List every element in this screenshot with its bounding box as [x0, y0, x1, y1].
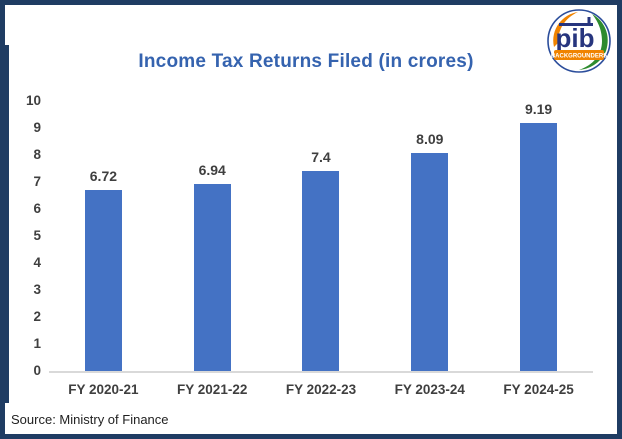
x-axis-label: FY 2023-24 [394, 382, 465, 397]
bar [302, 171, 340, 371]
plot-wrap: 6.72 6.94 7.4 8.09 9.19 FY 2020-21 FY 2021-22… [49, 101, 593, 397]
y-axis-tick-label: 5 [33, 228, 41, 243]
bar-value-label: 8.09 [416, 130, 444, 147]
y-axis-tick-label: 3 [33, 282, 41, 297]
x-axis-label: FY 2021-22 [177, 382, 248, 397]
y-axis-tick-label: 8 [33, 147, 41, 162]
plot-area: 6.72 6.94 7.4 8.09 9.19 [49, 101, 593, 373]
pib-backgrounders-logo: pib BACKGROUNDERS [545, 7, 613, 75]
x-axis-label: FY 2022-23 [285, 382, 357, 397]
bar [84, 189, 122, 371]
bar [411, 152, 449, 371]
x-axis-label: FY 2024-25 [503, 382, 574, 397]
x-axis-label: FY 2020-21 [68, 382, 139, 397]
bar [193, 183, 231, 371]
bar-column: 9.19 [484, 101, 593, 371]
pib-logo-banner-text: BACKGROUNDERS [551, 54, 607, 60]
y-axis-tick-label: 1 [33, 336, 41, 351]
y-axis-tick-label: 10 [25, 93, 41, 108]
y-axis-tick-label: 9 [33, 120, 41, 135]
y-axis-tick-label: 2 [33, 309, 41, 324]
bar-value-label: 7.4 [311, 149, 331, 166]
y-axis-tick-label: 6 [33, 201, 41, 216]
bar [520, 122, 558, 371]
bar-column: 8.09 [375, 131, 484, 371]
bar-value-label: 9.19 [524, 100, 553, 117]
bar-value-label: 6.72 [89, 167, 118, 184]
bar-value-label: 6.94 [198, 161, 226, 178]
y-axis: 0 1 2 3 4 5 6 7 8 9 10 [11, 93, 49, 378]
bar-column: 6.94 [158, 162, 267, 371]
pib-logo-text: pib [556, 23, 595, 53]
left-border-strip [5, 45, 9, 403]
bar-column: 7.4 [267, 149, 376, 371]
chart-body: 0 1 2 3 4 5 6 7 8 9 10 6.72 6.94 7.4 8.09 9.19 FY 2020… [11, 93, 593, 397]
bar-column: 6.72 [49, 168, 158, 371]
pib-logo-icon: pib BACKGROUNDERS [547, 9, 611, 73]
source-note: Source: Ministry of Finance [11, 412, 169, 427]
chart-title: Income Tax Returns Filed (in crores) [138, 51, 474, 72]
y-axis-tick-label: 7 [33, 174, 41, 189]
x-axis: FY 2020-21 FY 2021-22 FY 2022-23 FY 2023-24… [49, 373, 593, 397]
y-axis-tick-label: 4 [33, 255, 41, 270]
y-axis-tick-label: 0 [33, 363, 41, 378]
